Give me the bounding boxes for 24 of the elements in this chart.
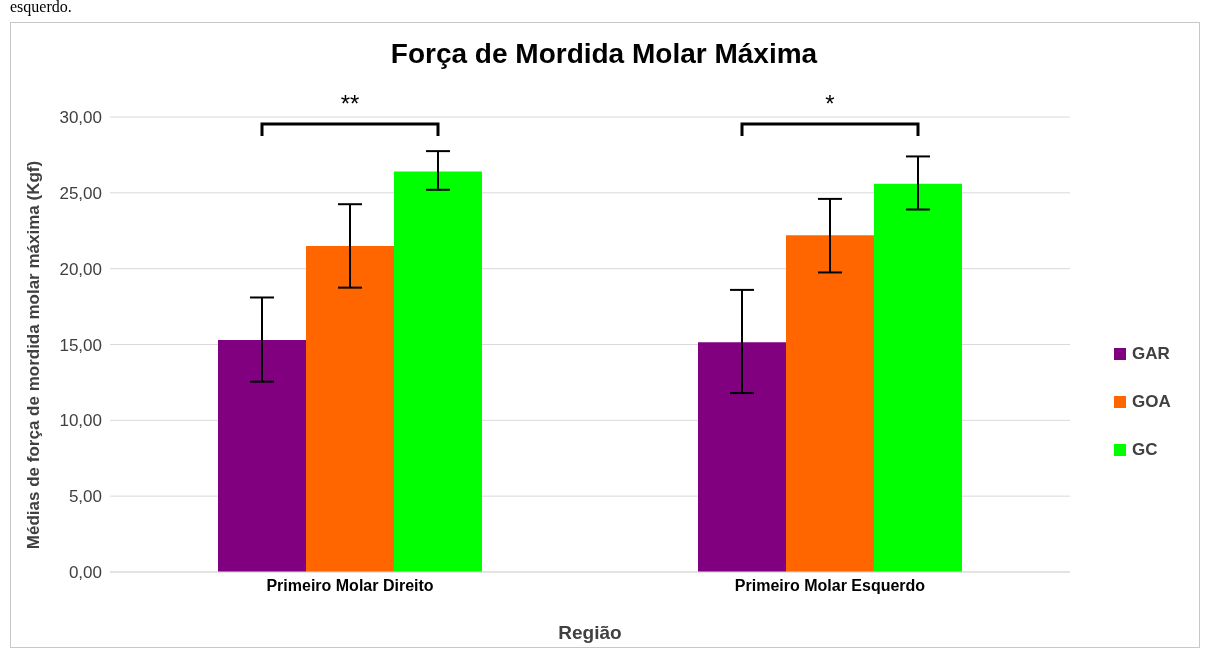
annotation: **: [339, 90, 361, 118]
y-tick-label: 10,00: [59, 411, 102, 431]
y-tick-label: 20,00: [59, 259, 102, 279]
bar: [394, 171, 482, 572]
bar: [306, 245, 394, 572]
bar: [218, 339, 306, 572]
y-tick-label: 0,00: [68, 563, 102, 583]
annotation: *: [824, 90, 836, 118]
y-tick-label: 30,00: [59, 108, 102, 128]
chart-title: Força de Mordida Molar Máxima: [389, 38, 819, 70]
bar: [698, 342, 786, 572]
text: esquerdo.: [10, 0, 72, 16]
bar: [874, 183, 962, 572]
x-axis-title: Região: [557, 622, 623, 644]
y-axis-title: Médias de força de mordida molar máxima (Kgf): [24, 160, 44, 549]
legend-label: GOA: [1131, 391, 1171, 413]
y-tick-label: 5,00: [68, 487, 102, 507]
y-tick-label: 25,00: [59, 183, 102, 203]
legend-label: GAR: [1131, 343, 1171, 365]
legend-label: GC: [1131, 439, 1159, 461]
y-tick-label: 15,00: [59, 335, 102, 355]
x-tick-label: Primeiro Molar Esquerdo: [734, 577, 926, 595]
bar: [786, 235, 874, 572]
x-tick-label: Primeiro Molar Direito: [266, 577, 434, 595]
